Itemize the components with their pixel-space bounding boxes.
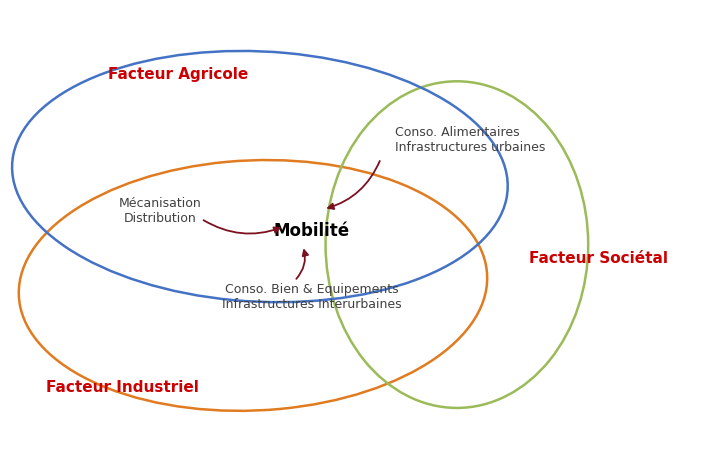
Text: Conso. Alimentaires
Infrastructures urbaines: Conso. Alimentaires Infrastructures urba… xyxy=(395,126,545,154)
Text: Facteur Agricole: Facteur Agricole xyxy=(108,67,248,82)
Text: Facteur Industriel: Facteur Industriel xyxy=(46,380,199,395)
Text: Mécanisation
Distribution: Mécanisation Distribution xyxy=(118,197,201,225)
Text: Conso. Bien & Equipements
Infrastructures Interurbaines: Conso. Bien & Equipements Infrastructure… xyxy=(222,283,402,311)
Text: Facteur Sociétal: Facteur Sociétal xyxy=(530,251,668,266)
Text: Mobilité: Mobilité xyxy=(274,222,350,240)
